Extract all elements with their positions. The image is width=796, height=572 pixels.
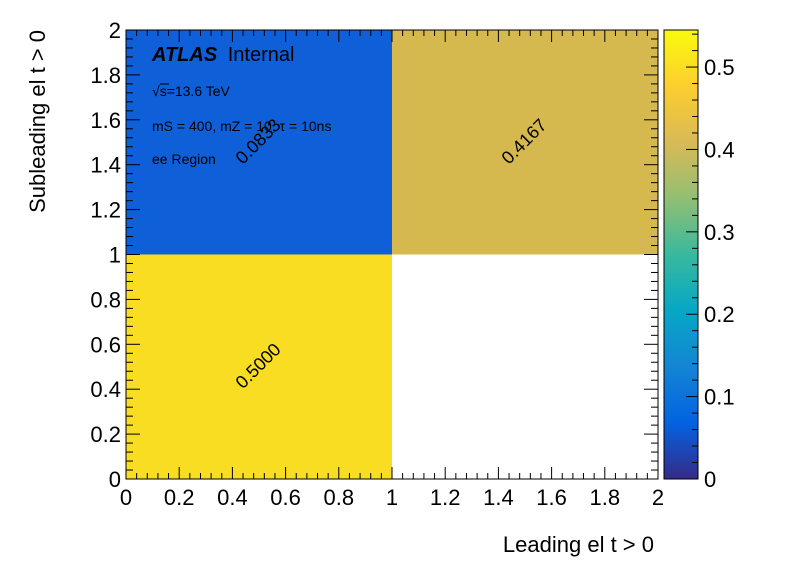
heatmap-cell xyxy=(392,30,658,255)
y-axis-label: Subleading el t > 0 xyxy=(25,30,50,213)
energy-value: s=13.6 TeV xyxy=(160,83,231,99)
svg-text:ATLAS Internal: ATLAS Internal xyxy=(151,44,294,66)
y-tick-label: 1 xyxy=(109,243,121,268)
colorbar-tick-label: 0.1 xyxy=(704,385,735,410)
x-tick-label: 0.8 xyxy=(324,485,355,510)
colorbar: 0 0.1 0.2 0.3 0.4 0.5 xyxy=(663,29,735,492)
x-tick-label: 0.4 xyxy=(217,485,248,510)
x-tick-label: 1.2 xyxy=(430,485,461,510)
x-tick-label: 0.2 xyxy=(164,485,195,510)
y-tick-label: 0 xyxy=(109,467,121,492)
colorbar-gradient xyxy=(663,29,699,480)
x-tick-label: 1.8 xyxy=(590,485,621,510)
atlas-experiment-label: ATLAS xyxy=(151,44,218,66)
heatmap-cells xyxy=(126,30,658,479)
y-tick-label: 1.8 xyxy=(90,63,121,88)
region-label: ee Region xyxy=(152,151,216,167)
heatmap-cell xyxy=(126,254,392,479)
y-tick-label: 0.8 xyxy=(90,287,121,312)
x-tick-label: 1.6 xyxy=(536,485,567,510)
x-tick-label: 0.6 xyxy=(270,485,301,510)
y-tick-label: 0.4 xyxy=(90,377,121,402)
colorbar-tick-label: 0.2 xyxy=(704,302,735,327)
colorbar-tick-label: 0 xyxy=(704,467,716,492)
atlas-status-label: Internal xyxy=(228,44,295,66)
x-axis-label: Leading el t > 0 xyxy=(503,532,654,557)
energy-sqrt-symbol: √ xyxy=(152,83,160,99)
x-tick-label: 2 xyxy=(652,485,664,510)
colorbar-tick-label: 0.4 xyxy=(704,137,735,162)
colorbar-axis: 0 0.1 0.2 0.3 0.4 0.5 xyxy=(686,33,735,492)
energy-label: √s=13.6 TeV xyxy=(152,83,231,99)
x-tick-label: 1 xyxy=(386,485,398,510)
y-axis: 0 0.2 0.4 0.6 0.8 1 1.2 1.4 1.6 1.8 2 xyxy=(90,18,658,492)
y-tick-label: 0.2 xyxy=(90,422,121,447)
y-tick-label: 0.6 xyxy=(90,332,121,357)
y-tick-label: 2 xyxy=(109,18,121,43)
y-tick-label: 1.4 xyxy=(90,153,121,178)
y-tick-label: 1.2 xyxy=(90,198,121,223)
x-axis: 0 0.2 0.4 0.6 0.8 1 1.2 1.4 1.6 1.8 2 xyxy=(120,30,664,510)
x-tick-label: 0 xyxy=(120,485,132,510)
heatmap-cell xyxy=(126,30,392,255)
x-tick-label: 1.4 xyxy=(483,485,514,510)
atlas-label: ATLAS Internal xyxy=(151,44,294,66)
y-tick-label: 1.6 xyxy=(90,108,121,133)
colorbar-tick-label: 0.5 xyxy=(704,55,735,80)
colorbar-tick-label: 0.3 xyxy=(704,220,735,245)
signal-label: mS = 400, mZ = 10, τ = 10ns xyxy=(152,118,331,134)
